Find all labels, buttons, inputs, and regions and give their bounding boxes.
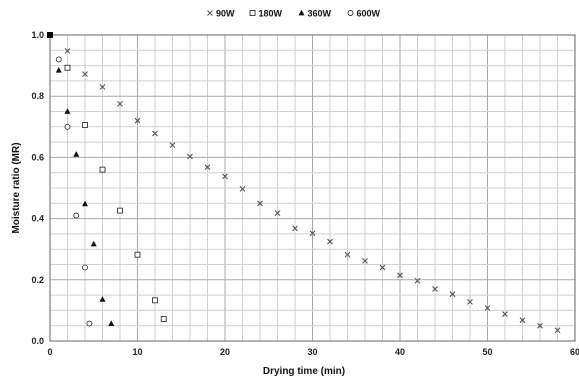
- data-point-90w: [309, 230, 316, 237]
- data-points: [47, 32, 561, 334]
- data-point-90w: [274, 210, 281, 216]
- data-point-180w: [82, 122, 88, 128]
- y-tick-label: 0.0: [31, 336, 44, 346]
- data-point-90w: [169, 142, 176, 149]
- data-point-600w: [64, 123, 71, 130]
- data-point-90w: [257, 200, 263, 207]
- legend-marker-180w: [249, 10, 256, 16]
- data-point-90w: [292, 225, 298, 232]
- x-tick-label: 30: [307, 347, 317, 357]
- legend-marker-90w: [207, 10, 213, 16]
- x-tick-label: 10: [132, 347, 142, 357]
- data-point-90w: [134, 117, 141, 124]
- x-tick-label: 60: [570, 347, 579, 357]
- x-tick-label: 50: [482, 347, 492, 357]
- data-point-360w: [99, 296, 106, 302]
- data-point-90w: [187, 153, 193, 160]
- data-point-90w: [467, 298, 473, 305]
- y-tick-label: 0.2: [31, 275, 44, 285]
- data-point-90w: [327, 238, 333, 245]
- data-point-90w: [152, 130, 158, 137]
- data-point-180w: [99, 166, 106, 173]
- data-point-90w: [64, 48, 71, 54]
- data-point-90w: [117, 100, 123, 107]
- legend-label-600w: 600W: [357, 9, 381, 19]
- plot-area-frame: [49, 34, 576, 342]
- data-point-90w: [537, 322, 543, 329]
- data-point-600w: [86, 320, 93, 327]
- legend: 90W 180W 360W 600W: [207, 9, 381, 19]
- data-point-90w: [82, 71, 88, 78]
- data-point-360w: [108, 320, 115, 326]
- y-tick-label: 0.4: [31, 214, 44, 224]
- data-point-360w: [82, 200, 88, 207]
- data-point-90w: [204, 164, 211, 171]
- data-point-600w: [82, 264, 88, 271]
- data-point-90w: [362, 257, 368, 264]
- data-point-360w: [90, 240, 97, 247]
- legend-marker-360w: [298, 9, 305, 16]
- data-point-180w: [152, 297, 158, 304]
- y-tick-label: 0.6: [31, 152, 44, 162]
- data-point-90w: [432, 286, 438, 292]
- y-axis-title: Moisture ratio (MR): [11, 142, 22, 233]
- data-point-360w: [73, 151, 80, 157]
- data-point-360w: [64, 108, 71, 114]
- data-point-90w: [414, 277, 421, 284]
- legend-marker-600w: [347, 10, 354, 16]
- legend-label-180w: 180W: [259, 9, 283, 19]
- data-point-180w: [117, 207, 123, 214]
- y-tick-label: 1.0: [31, 30, 44, 40]
- data-point-90w: [239, 186, 246, 192]
- x-tick-label: 20: [220, 347, 230, 357]
- data-point-90w: [502, 311, 508, 317]
- data-point-600w: [73, 212, 80, 219]
- data-point-90w: [519, 317, 526, 324]
- data-point-90w: [449, 291, 456, 298]
- legend-label-360w: 360W: [308, 9, 332, 19]
- data-point-360w: [55, 66, 62, 73]
- x-tick-label: 40: [395, 347, 405, 357]
- data-point-180w: [160, 316, 167, 322]
- data-point-600w-start: [47, 32, 53, 38]
- data-point-90w: [484, 305, 491, 311]
- data-point-90w: [344, 251, 351, 258]
- data-point-90w: [222, 173, 228, 180]
- data-point-90w: [379, 264, 386, 271]
- data-point-90w: [554, 327, 561, 334]
- y-tick-label: 0.8: [31, 91, 44, 101]
- data-point-600w: [55, 56, 62, 63]
- gridlines: [49, 34, 576, 342]
- data-point-180w: [134, 251, 141, 258]
- x-axis-title: Drying time (min): [263, 366, 345, 377]
- data-point-90w: [99, 84, 106, 90]
- legend-label-90w: 90W: [216, 9, 235, 19]
- data-point-180w: [64, 64, 71, 71]
- axis-ticks: 0 10 20 30 40 50 60 0.0 0.2 0.4 0.6 0.8 1.0: [31, 30, 579, 357]
- data-point-90w: [397, 272, 403, 279]
- x-tick-label: 0: [47, 347, 52, 357]
